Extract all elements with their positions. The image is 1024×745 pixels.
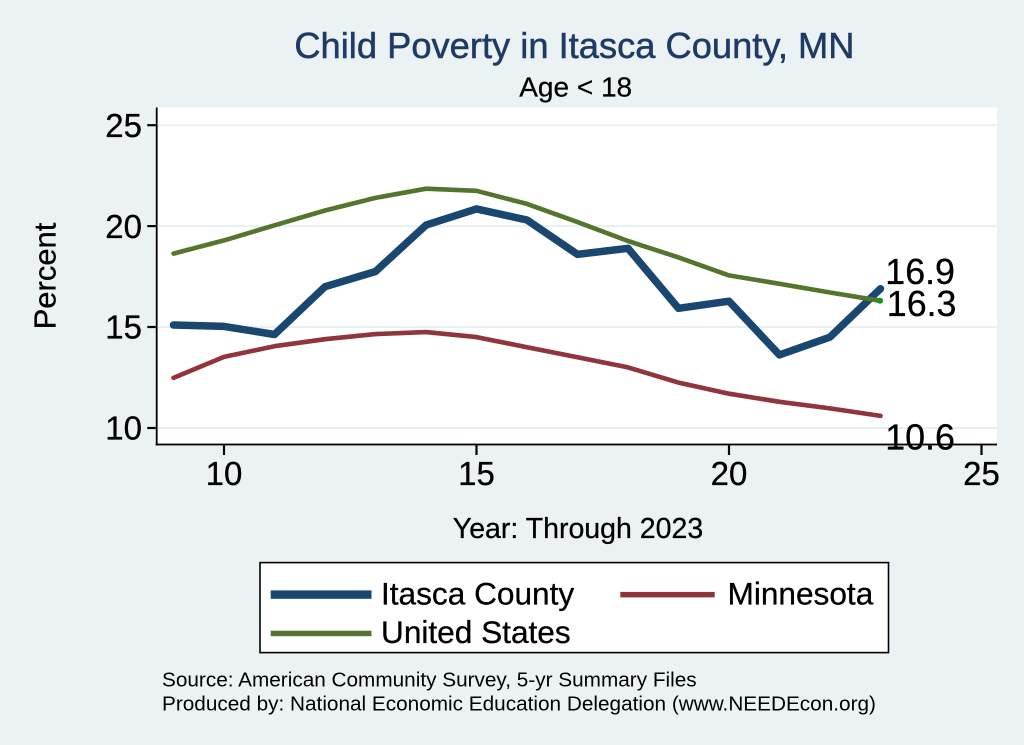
svg-text:16.9: 16.9 — [885, 252, 955, 292]
svg-text:15: 15 — [105, 309, 142, 346]
svg-text:Percent: Percent — [28, 222, 63, 329]
svg-text:10: 10 — [105, 410, 142, 447]
svg-text:10.6: 10.6 — [885, 418, 955, 458]
svg-text:Year: Through 2023: Year: Through 2023 — [453, 513, 703, 545]
svg-text:Itasca County: Itasca County — [381, 576, 574, 612]
svg-text:10: 10 — [206, 455, 243, 492]
svg-text:Produced by: National Economic: Produced by: National Economic Education… — [162, 693, 876, 716]
svg-text:16.3: 16.3 — [887, 284, 957, 324]
svg-text:United States: United States — [381, 614, 571, 650]
svg-text:20: 20 — [711, 455, 748, 492]
svg-text:Child Poverty in Itasca County: Child Poverty in Itasca County, MN — [294, 25, 854, 66]
svg-text:Minnesota: Minnesota — [728, 576, 874, 612]
svg-text:20: 20 — [105, 208, 142, 245]
svg-text:Age < 18: Age < 18 — [519, 72, 632, 103]
svg-text:Source: American Community Sur: Source: American Community Survey, 5-yr … — [162, 669, 697, 692]
svg-text:15: 15 — [458, 455, 495, 492]
svg-text:25: 25 — [105, 107, 142, 144]
svg-text:25: 25 — [963, 455, 1000, 492]
